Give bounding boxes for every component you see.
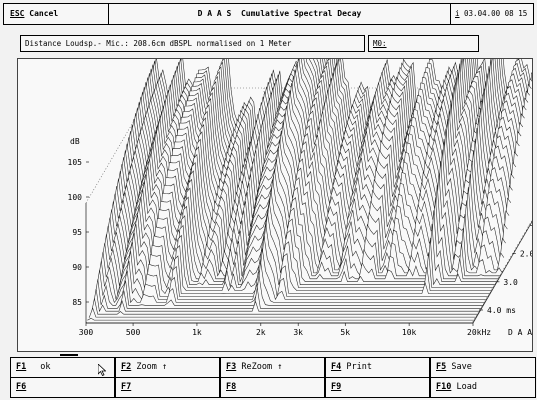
fkey-number: F9 xyxy=(331,382,342,392)
decay-curves xyxy=(86,15,537,324)
fkey-number: F7 xyxy=(121,382,132,392)
fkey-label: Save xyxy=(446,362,472,372)
decay-slice-line xyxy=(97,260,485,304)
x-tick-label: 5k xyxy=(340,328,350,337)
cancel-button[interactable]: ESC Cancel xyxy=(4,4,109,24)
fkey-label: ReZoom ↑ xyxy=(236,362,283,372)
y-tick-label: 85 xyxy=(72,298,82,307)
decay-slice-fill xyxy=(103,224,491,294)
decay-slice-line xyxy=(106,201,494,288)
decay-slice-line xyxy=(121,113,510,253)
y-tick-label: 90 xyxy=(72,263,82,272)
fkey-label: Zoom ↑ xyxy=(131,362,168,372)
fkey-number: F1 xyxy=(16,362,27,372)
cancel-label: Cancel xyxy=(29,9,59,18)
focus-indicator xyxy=(60,354,78,356)
x-tick-label: 3k xyxy=(293,328,303,337)
fkey-f7-button[interactable]: F7 xyxy=(115,377,220,398)
decay-slice-line xyxy=(109,179,498,283)
fkey-number: F5 xyxy=(436,362,447,372)
decay-slice-line xyxy=(87,317,475,321)
measurement-info: Distance Loudsp.- Mic.: 208.6cm dBSPL no… xyxy=(20,35,365,52)
depth-edge-top xyxy=(85,87,154,204)
decay-slice-line xyxy=(108,190,496,286)
plot-frame: 105 100 95 90 85 dB 300 500 1k 2k 3k 5k 10k 20kHz D A … xyxy=(17,15,537,352)
y-tick-label: 105 xyxy=(68,158,83,167)
decay-slice-line xyxy=(118,130,506,268)
decay-slice-line xyxy=(94,279,482,309)
fkey-f9-button[interactable]: F9 xyxy=(325,377,430,398)
fkey-number: F2 xyxy=(121,362,132,372)
fkey-f4-button[interactable]: F4 Print xyxy=(325,357,430,378)
fkey-label: ok xyxy=(40,362,51,372)
depth-edge-right xyxy=(472,212,537,324)
window-title: D A A S Cumulative Spectral Decay xyxy=(109,4,451,24)
fkey-f3-button[interactable]: F3 ReZoom ↑ xyxy=(220,357,325,378)
info-key-label: i xyxy=(455,9,460,18)
fkey-f10-button[interactable]: F10 Load xyxy=(430,377,536,398)
m0-field[interactable]: M0: xyxy=(368,35,479,52)
fkey-f1-button[interactable]: F1 ok xyxy=(10,357,115,378)
decay-slice-line xyxy=(92,288,480,313)
decay-slice-line xyxy=(114,149,503,274)
fkey-number: F3 xyxy=(226,362,237,372)
fkey-label: Print xyxy=(341,362,372,372)
m0-label: M0: xyxy=(373,39,387,48)
decay-slice-line xyxy=(90,298,479,315)
decay-slice-line xyxy=(104,212,492,292)
decay-slice-line xyxy=(113,159,501,277)
title-bar: ESC Cancel D A A S Cumulative Spectral D… xyxy=(3,3,534,25)
csd-waterfall-chart: 105 100 95 90 85 dB 300 500 1k 2k 3k 5k 10k 20kHz D A … xyxy=(68,15,537,337)
decay-slice-line xyxy=(111,169,499,280)
fkey-number: F10 xyxy=(436,382,452,392)
x-tick-label: 10k xyxy=(402,328,417,337)
x-tick-label: 20kHz xyxy=(467,328,491,337)
x-tick-label: 300 xyxy=(79,328,94,337)
decay-slice-line xyxy=(99,248,487,301)
info-datetime-button[interactable]: i 03.04.00 08 15 xyxy=(451,4,533,24)
decay-slice-fill xyxy=(101,236,489,297)
time-tick-label: 3.0 xyxy=(503,278,518,287)
brand-label: D A A S xyxy=(508,328,532,337)
decay-slice-line xyxy=(89,307,477,318)
decay-slice-line xyxy=(101,236,489,297)
axis-labels: 105 100 95 90 85 dB 300 500 1k 2k 3k 5k 10k 20kHz D A … xyxy=(68,137,537,337)
decay-slice-line xyxy=(120,122,508,265)
decay-slice-line xyxy=(96,269,484,306)
fkey-label: Load xyxy=(451,382,477,392)
datetime: 03.04.00 08 15 xyxy=(464,9,528,18)
fkey-f8-button[interactable]: F8 xyxy=(220,377,325,398)
y-axis-label: dB xyxy=(70,137,80,146)
fkey-number: F4 xyxy=(331,362,342,372)
x-tick-label: 1k xyxy=(192,328,202,337)
decay-slice-fill xyxy=(89,308,477,318)
x-tick-label: 500 xyxy=(126,328,141,337)
decay-slice-line xyxy=(116,140,505,271)
y-tick-label: 95 xyxy=(72,228,82,237)
esc-key-label: ESC xyxy=(10,9,25,18)
fkey-number: F6 xyxy=(16,382,27,392)
decay-slice-line xyxy=(123,105,512,243)
decay-slice-line xyxy=(102,224,491,295)
fkey-number: F8 xyxy=(226,382,237,392)
measurement-text: Distance Loudsp.- Mic.: 208.6cm dBSPL no… xyxy=(25,39,292,48)
decay-slice-fill xyxy=(87,318,475,321)
decay-slice-fill xyxy=(116,140,504,270)
fkey-f2-button[interactable]: F2 Zoom ↑ xyxy=(115,357,220,378)
x-tick-label: 2k xyxy=(256,328,266,337)
y-tick-label: 100 xyxy=(68,193,83,202)
fkey-f5-button[interactable]: F5 Save xyxy=(430,357,536,378)
time-tick-label: 4.0 ms xyxy=(487,306,516,315)
function-key-bar: F1 ok F2 Zoom ↑ F3 ReZoom ↑ F4 Print F5 Save F… xyxy=(10,354,536,398)
mouse-pointer-icon xyxy=(97,363,107,377)
fkey-f6-button[interactable]: F6 xyxy=(10,377,115,398)
time-tick-label: 2.0 xyxy=(520,250,532,259)
